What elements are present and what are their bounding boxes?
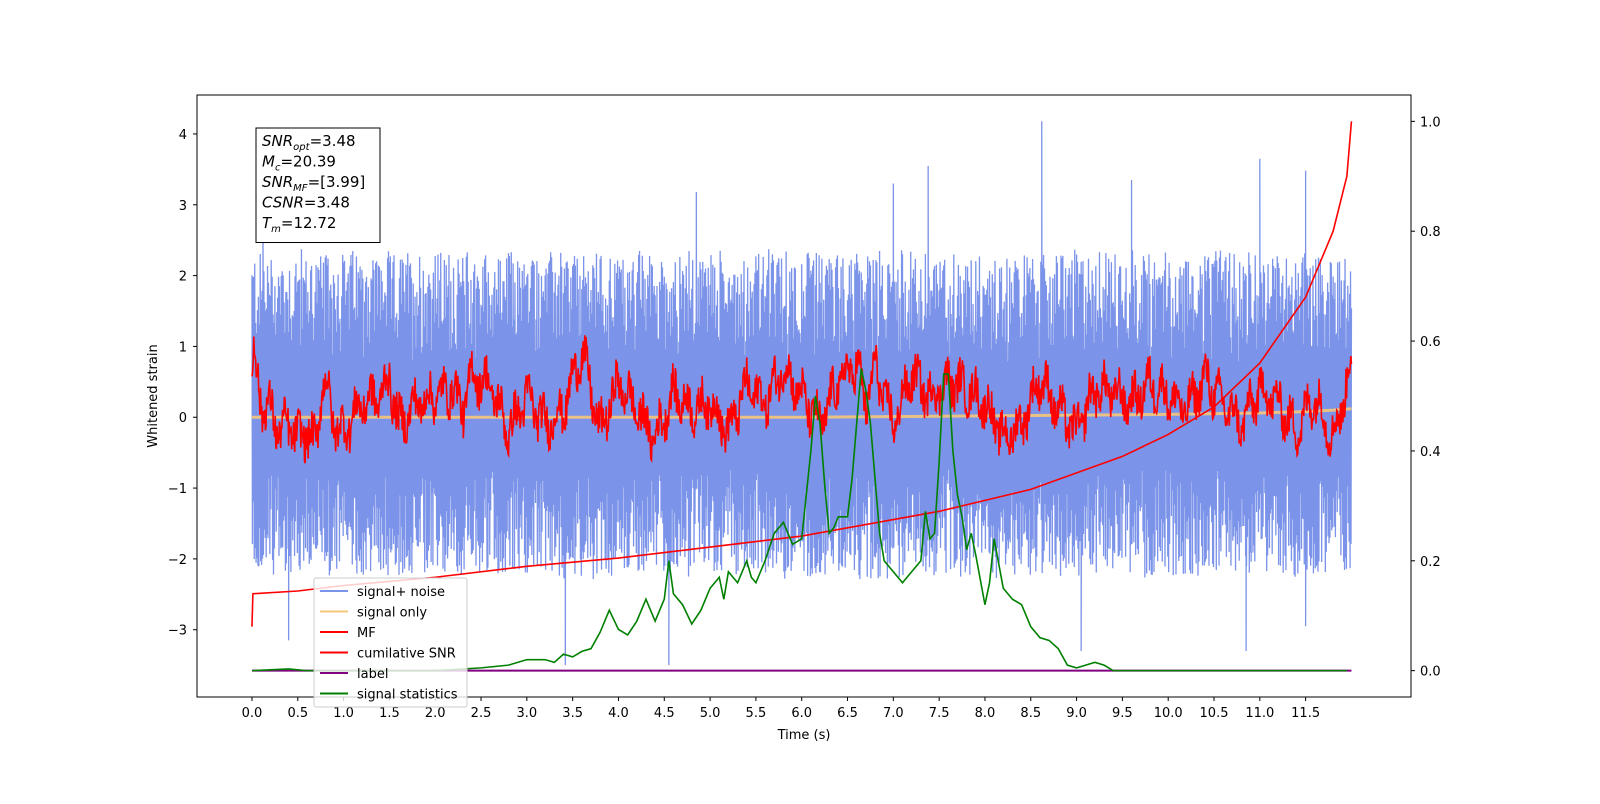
x-tick-label: 2.5: [471, 706, 492, 721]
y-tick-label: 1: [179, 340, 187, 355]
legend-label: label: [357, 667, 388, 682]
annotation-line: Tm=12.72: [262, 214, 336, 235]
x-tick-label: 1.0: [333, 706, 354, 721]
x-tick-label: 11.5: [1291, 706, 1320, 721]
x-tick-label: 11.0: [1245, 706, 1274, 721]
y-tick-label: 2: [179, 270, 187, 285]
y-tick-label: −1: [168, 482, 187, 497]
x-tick-label: 6.0: [791, 706, 812, 721]
legend: signal+ noise signal only MF cumilative SNR…: [313, 577, 468, 708]
signal-statistics-line: [251, 368, 1347, 672]
legend-label: signal statistics: [357, 688, 458, 703]
y-tick-label: 0: [179, 411, 187, 426]
annotation-frame: [255, 127, 381, 243]
plot-frame: [196, 94, 1412, 698]
annotation-line: SNRMF=[3.99]: [262, 173, 365, 194]
y2-tick-label: 0.8: [1420, 225, 1441, 240]
x-tick-label: 7.5: [929, 706, 950, 721]
legend-label: signal only: [357, 606, 427, 621]
y2-axis-ticks: 0.0 0.2 0.4 0.6 0.8 1.0: [1411, 115, 1441, 680]
legend-frame: [313, 577, 468, 708]
y2-tick-label: 0.6: [1420, 335, 1441, 350]
y-tick-label: −3: [168, 624, 187, 639]
x-axis-label: Time (s): [777, 728, 831, 743]
x-tick-label: 0.0: [242, 706, 263, 721]
x-tick-label: 8.5: [1020, 706, 1041, 721]
x-tick-label: 6.5: [837, 706, 858, 721]
annotation-box: SNRopt=3.48Mc=20.39SNRMF=[3.99]CSNR=3.48…: [255, 127, 381, 243]
series-mf: [251, 335, 1353, 464]
x-axis-ticks: 0.0 0.5 1.0 1.5 2.0 2.5 3.0 3.5 4.0 4.5 5.0 5.5 6.0 6…: [242, 697, 1320, 721]
series-signal-noise: [251, 121, 1353, 666]
y-axis-label: Whitened strain: [146, 344, 161, 447]
signal-noise-line: [251, 121, 1353, 666]
x-tick-label: 4.0: [608, 706, 629, 721]
x-tick-label: 0.5: [287, 706, 308, 721]
y2-tick-label: 0.0: [1420, 665, 1441, 680]
y2-tick-label: 0.2: [1420, 555, 1441, 570]
series-signal-statistics: [251, 368, 1347, 672]
legend-label: MF: [357, 626, 376, 641]
x-tick-label: 5.5: [746, 706, 767, 721]
x-tick-label: 8.0: [975, 706, 996, 721]
annotation-line: SNRopt=3.48: [262, 132, 356, 153]
x-tick-label: 4.5: [654, 706, 675, 721]
y-tick-label: −2: [168, 553, 187, 568]
y-axis-ticks: −3 −2 −1 0 1 2 3 4: [168, 128, 197, 639]
y2-tick-label: 0.4: [1420, 445, 1441, 460]
x-tick-label: 5.0: [700, 706, 721, 721]
annotation-line: CSNR=3.48: [262, 194, 350, 212]
x-tick-label: 10.0: [1154, 706, 1183, 721]
x-tick-label: 3.5: [562, 706, 583, 721]
y-tick-label: 3: [179, 199, 187, 214]
legend-label: cumilative SNR: [357, 647, 456, 662]
y2-tick-label: 1.0: [1420, 115, 1441, 130]
annotation-line: Mc=20.39: [262, 153, 336, 174]
y-tick-label: 4: [179, 128, 187, 143]
x-tick-label: 7.0: [883, 706, 904, 721]
x-tick-label: 3.0: [516, 706, 537, 721]
x-tick-label: 2.0: [425, 706, 446, 721]
mf-line: [251, 335, 1353, 464]
legend-label: signal+ noise: [357, 585, 445, 600]
x-tick-label: 9.5: [1112, 706, 1133, 721]
x-tick-label: 10.5: [1200, 706, 1229, 721]
x-tick-label: 9.0: [1066, 706, 1087, 721]
x-tick-label: 1.5: [379, 706, 400, 721]
